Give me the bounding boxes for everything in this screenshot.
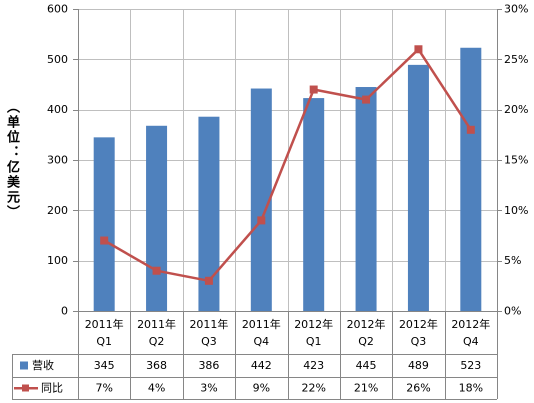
y2-tick-label: 15% [504, 154, 528, 167]
bar-series [93, 47, 482, 312]
y2-tick-label: 0% [504, 305, 521, 318]
table-value: 489 [408, 359, 429, 372]
line-point [362, 95, 371, 104]
category-label-line: 2011年 [85, 317, 124, 331]
legend-key-marker [22, 384, 29, 392]
bar [93, 137, 115, 311]
y-tick-label: 300 [47, 154, 68, 167]
y-axis-label: （单位：亿美元） [4, 100, 19, 220]
axes: 0 100 200 300 400 500 600 0% 5% 10% 15% 20% 25% 30% [47, 3, 528, 318]
y-tick-label: 0 [61, 305, 68, 318]
line-point [309, 85, 318, 94]
table-value: 368 [146, 359, 167, 372]
category-label: 2012年 Q2 [347, 317, 386, 348]
category-label-line: 2011年 [189, 317, 228, 331]
bar [460, 47, 482, 312]
category-label-line: Q4 [253, 335, 269, 348]
category-label: 2012年 Q1 [294, 317, 333, 348]
category-label: 2011年 Q1 [85, 317, 124, 348]
bar [303, 98, 325, 311]
category-label: 2011年 Q2 [137, 317, 176, 348]
line-series-path [103, 48, 472, 283]
line-point [152, 266, 161, 275]
category-label-line: 2012年 [347, 317, 386, 331]
category-label: 2012年 Q4 [451, 317, 490, 348]
category-label-line: Q2 [358, 335, 374, 348]
y2-tick-label: 10% [504, 204, 528, 217]
y-tick-label: 500 [47, 53, 68, 66]
y2-tick-label: 25% [504, 53, 528, 66]
line-point [204, 276, 213, 285]
line-point [466, 125, 475, 134]
table-value: 3% [200, 382, 217, 395]
category-label-line: 2011年 [137, 317, 176, 331]
line-series [100, 45, 475, 285]
category-label-line: Q1 [96, 335, 112, 348]
table-value: 345 [94, 359, 115, 372]
y-tick-label: 600 [47, 3, 68, 16]
category-label: 2011年 Q4 [242, 317, 281, 348]
category-label-line: 2012年 [294, 317, 333, 331]
table-value: 7% [95, 382, 112, 395]
category-label-line: Q1 [306, 335, 322, 348]
y2-tick-label: 5% [504, 254, 521, 267]
category-label-line: Q3 [201, 335, 217, 348]
category-label-line: 2012年 [399, 317, 438, 331]
bar [355, 87, 377, 312]
legend-key-bar [20, 361, 28, 370]
table-value: 9% [253, 382, 270, 395]
legend-label: 同比 [41, 382, 63, 395]
category-label-line: Q3 [411, 335, 427, 348]
table-value: 4% [148, 382, 165, 395]
line-point [414, 45, 423, 54]
y-tick-label: 100 [47, 254, 68, 267]
category-label: 2011年 Q3 [189, 317, 228, 348]
category-label-line: Q4 [463, 335, 479, 348]
legend-label: 营收 [32, 358, 54, 372]
table-value: 21% [354, 382, 378, 395]
table-value: 26% [406, 382, 430, 395]
bar [198, 116, 220, 311]
y-tick-label: 400 [47, 103, 68, 116]
category-label-line: 2011年 [242, 317, 281, 331]
bar [407, 64, 429, 312]
table-value: 442 [251, 359, 272, 372]
y-tick-label: 200 [47, 204, 68, 217]
table-value: 523 [460, 359, 481, 372]
table-value: 18% [459, 382, 483, 395]
gridlines [78, 9, 497, 312]
line-point [100, 236, 109, 245]
bar [250, 88, 272, 311]
y2-tick-label: 30% [504, 3, 528, 16]
y2-tick-label: 20% [504, 103, 528, 116]
table-value: 423 [303, 359, 324, 372]
line-point [257, 216, 266, 225]
table-value: 445 [356, 359, 377, 372]
bar [146, 125, 168, 311]
category-label-line: 2012年 [451, 317, 490, 331]
category-label-line: Q2 [149, 335, 165, 348]
category-label: 2012年 Q3 [399, 317, 438, 348]
table-value: 22% [301, 382, 325, 395]
table-value: 386 [198, 359, 219, 372]
